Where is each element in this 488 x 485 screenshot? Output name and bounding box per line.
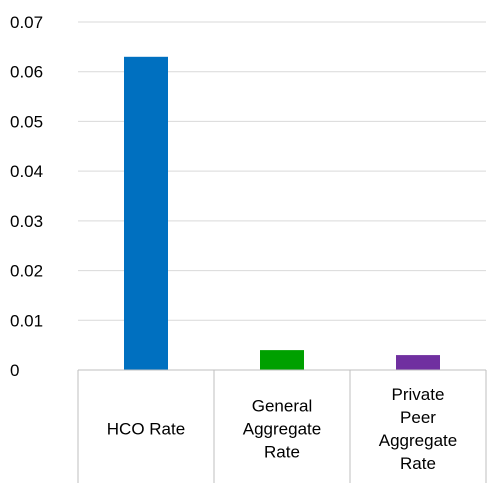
x-category-label: Private Peer Aggregate Rate [379,385,457,473]
bar [124,56,168,371]
y-tick-label: 0.04 [10,162,43,181]
x-axis [77,369,487,483]
y-tick-label: 0.05 [10,112,43,131]
x-category-label: General Aggregate Rate [243,397,321,462]
x-category-label-line: General [252,397,312,416]
x-category-label-line: HCO Rate [107,420,185,439]
y-tick-label: 0 [10,361,19,380]
x-category-label: HCO Rate [107,420,185,439]
y-tick-label: 0.03 [10,212,43,231]
y-tick-label: 0.07 [10,13,43,32]
x-category-label-line: Aggregate [379,431,457,450]
category-labels: HCO Rate General Aggregate Rate Private Peer A… [107,385,457,473]
y-axis-tick-labels: 0 0.01 0.02 0.03 0.04 0.05 0.06 0.07 [10,13,43,380]
bar [260,350,304,370]
x-category-label-line: Private [392,385,445,404]
y-tick-label: 0.02 [10,262,43,281]
x-category-label-line: Aggregate [243,420,321,439]
x-category-label-line: Rate [400,454,436,473]
x-category-label-line: Rate [264,443,300,462]
bars [124,56,440,371]
bar [396,355,440,370]
x-category-label-line: Peer [400,408,436,427]
y-tick-label: 0.06 [10,63,43,82]
y-tick-label: 0.01 [10,311,43,330]
